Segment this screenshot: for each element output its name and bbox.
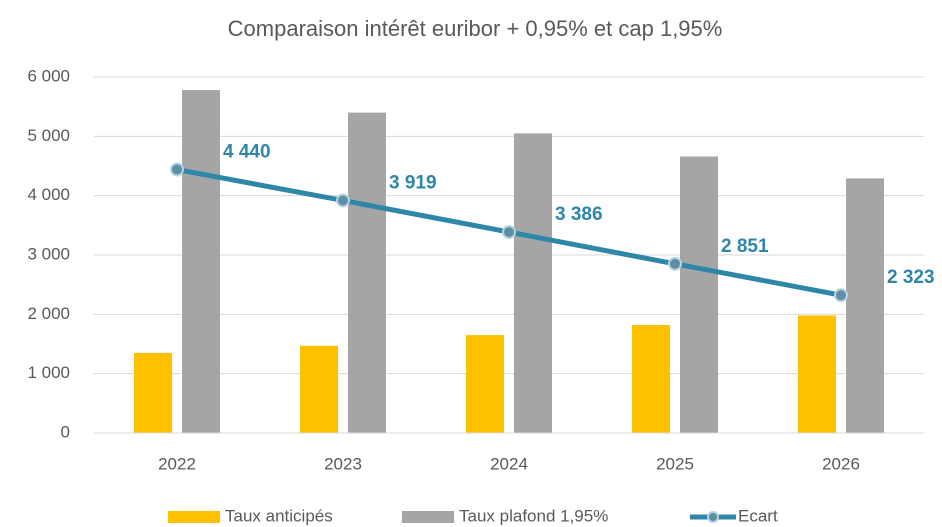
x-tick-label: 2023 xyxy=(324,454,362,473)
data-label: 3 919 xyxy=(389,172,437,193)
line-marker xyxy=(668,256,682,271)
data-label: 3 386 xyxy=(555,204,603,225)
bar xyxy=(182,90,220,433)
y-tick-label: 6 000 xyxy=(27,66,70,85)
x-tick-label: 2026 xyxy=(822,454,860,473)
bar xyxy=(348,112,386,433)
bar xyxy=(798,315,836,433)
legend-swatch xyxy=(168,511,220,523)
x-tick-label: 2024 xyxy=(490,454,528,473)
y-tick-label: 3 000 xyxy=(27,244,70,263)
bar xyxy=(514,133,552,433)
bar xyxy=(846,178,884,433)
legend-label: Ecart xyxy=(738,506,778,525)
line-marker xyxy=(170,162,184,177)
y-tick-label: 1 000 xyxy=(27,363,70,382)
legend-swatch xyxy=(402,511,454,523)
bar xyxy=(300,345,338,433)
x-tick-label: 2022 xyxy=(158,454,196,473)
bar xyxy=(134,352,172,433)
legend-label: Taux anticipés xyxy=(225,506,333,525)
data-label: 2 851 xyxy=(721,236,769,257)
y-tick-label: 4 000 xyxy=(27,185,70,204)
data-label: 4 440 xyxy=(223,142,271,163)
y-tick-label: 5 000 xyxy=(27,126,70,145)
line-marker xyxy=(336,193,350,208)
x-tick-label: 2025 xyxy=(656,454,694,473)
legend-label: Taux plafond 1,95% xyxy=(459,506,608,525)
legend-marker xyxy=(707,511,719,523)
line-marker xyxy=(502,225,516,240)
y-tick-label: 0 xyxy=(61,422,70,441)
chart-title: Comparaison intérêt euribor + 0,95% et c… xyxy=(228,16,723,41)
bar xyxy=(632,325,670,433)
y-tick-label: 2 000 xyxy=(27,304,70,323)
bar xyxy=(466,335,504,433)
line-marker xyxy=(834,288,848,303)
bar xyxy=(680,156,718,434)
data-label: 2 323 xyxy=(887,267,935,288)
